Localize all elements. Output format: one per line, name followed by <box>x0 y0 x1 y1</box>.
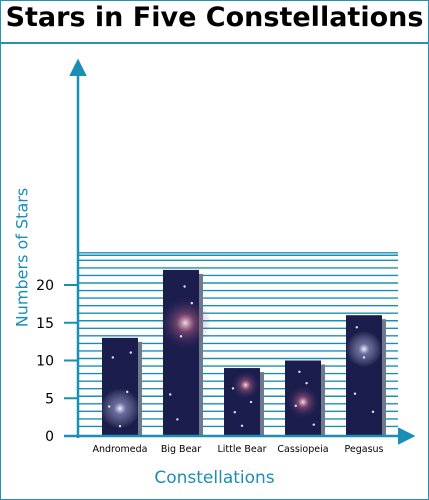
x-tick-label: Cassiopeia <box>277 444 328 455</box>
bar-cassiopeia <box>285 360 325 436</box>
star-dot <box>169 393 172 396</box>
star-dot <box>126 390 129 394</box>
star-dot <box>240 424 244 428</box>
y-tick-label: 5 <box>45 391 54 407</box>
x-tick-label: Pegasus <box>344 444 383 455</box>
star-dot <box>129 351 132 354</box>
star-dot <box>179 335 183 338</box>
star-dot <box>298 370 301 374</box>
y-tick-label: 10 <box>36 354 54 370</box>
star-dot <box>231 387 235 390</box>
nebula-glow <box>159 297 212 350</box>
star-dot <box>176 418 179 421</box>
nebula-glow <box>287 386 319 419</box>
star-dot <box>305 381 308 385</box>
star-dot <box>111 356 115 359</box>
axes <box>64 58 416 445</box>
bars <box>100 269 386 436</box>
x-tick-label: Little Bear <box>218 444 267 455</box>
star-dot <box>183 285 186 288</box>
star-dot <box>371 410 375 414</box>
star-dot <box>294 404 297 407</box>
bar-pegasus <box>346 315 386 436</box>
star-dot <box>312 423 315 426</box>
y-tick-label: 15 <box>36 316 54 332</box>
y-tick-label: 20 <box>36 278 54 294</box>
x-tick-label: Big Bear <box>161 444 201 455</box>
chart-title: Stars in Five Constellations <box>5 2 424 33</box>
star-dot <box>190 301 193 305</box>
star-dot <box>118 424 122 428</box>
star-dot <box>108 405 111 408</box>
star-dot <box>355 326 358 329</box>
bar-big-bear <box>159 269 212 436</box>
x-tick-label: Andromeda <box>92 444 147 455</box>
star-dot <box>362 356 366 359</box>
bar-andromeda <box>100 337 142 436</box>
star-dot <box>233 411 236 414</box>
nebula-glow <box>231 371 260 400</box>
x-axis-label: Constellations <box>154 468 275 488</box>
y-tick-label: 0 <box>45 429 54 445</box>
title-divider <box>0 42 429 44</box>
bar <box>163 269 199 436</box>
bar-little-bear <box>224 368 264 436</box>
nebula-glow <box>100 388 140 429</box>
tick-labels: 0 5 10 15 20 Andromeda Big Bear Little Bear Cass… <box>36 278 383 455</box>
nebula-glow <box>346 331 382 368</box>
y-axis-label: Numbers of Stars <box>12 187 32 328</box>
star-dot <box>353 392 357 395</box>
star-dot <box>249 400 253 404</box>
